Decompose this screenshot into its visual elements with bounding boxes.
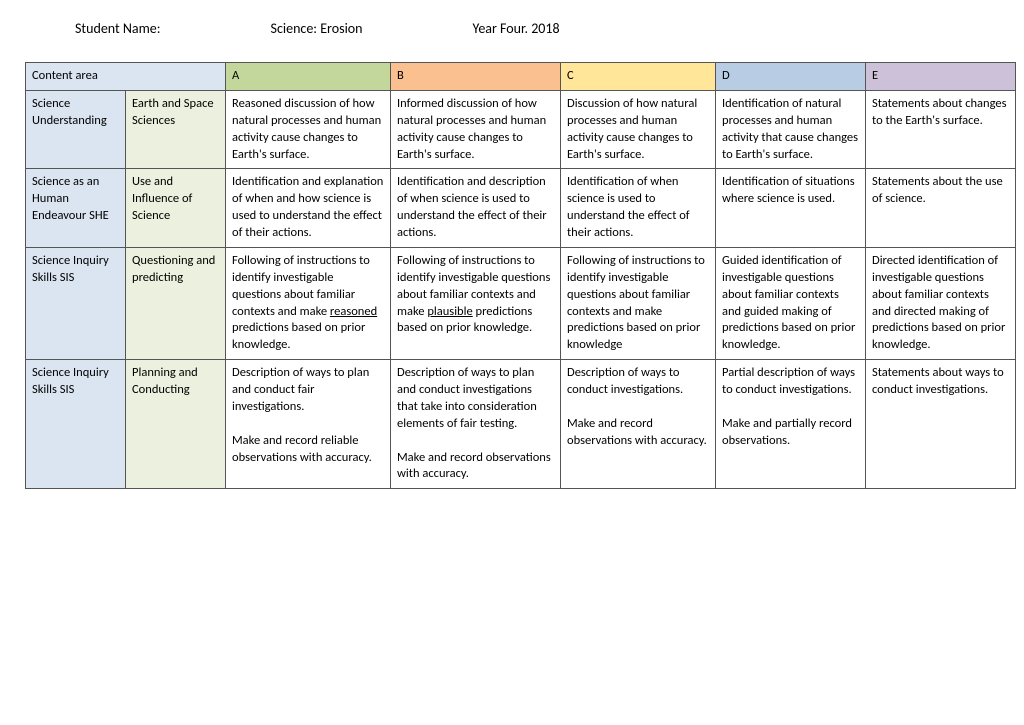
grade-a-cell: Description of ways to plan and conduct … xyxy=(226,360,391,489)
grade-d-cell: Identification of natural processes and … xyxy=(716,90,866,169)
grade-b-cell: Identification and description of when s… xyxy=(391,169,561,248)
substrand-cell: Planning and Conducting xyxy=(126,360,226,489)
rubric-table: Content area A B C D E Science Understan… xyxy=(25,62,1016,489)
subject-label: Science: Erosion xyxy=(271,20,363,37)
grade-b-cell: Informed discussion of how natural proce… xyxy=(391,90,561,169)
grade-a-cell: Reasoned discussion of how natural proce… xyxy=(226,90,391,169)
grade-e-cell: Statements about the use of science. xyxy=(866,169,1016,248)
grade-d-cell: Identification of situations where scien… xyxy=(716,169,866,248)
col-b: B xyxy=(391,63,561,91)
grade-c-cell: Following of instructions to identify in… xyxy=(561,247,716,359)
grade-c-cell: Discussion of how natural processes and … xyxy=(561,90,716,169)
header-row: Content area A B C D E xyxy=(26,63,1016,91)
substrand-cell: Questioning and predicting xyxy=(126,247,226,359)
student-name-label: Student Name: xyxy=(75,20,161,37)
grade-d-cell: Guided identification of investigable qu… xyxy=(716,247,866,359)
grade-d-cell: Partial description of ways to conduct i… xyxy=(716,360,866,489)
strand-cell: Science Inquiry Skills SIS xyxy=(26,360,126,489)
grade-e-cell: Directed identification of investigable … xyxy=(866,247,1016,359)
substrand-cell: Earth and Space Sciences xyxy=(126,90,226,169)
table-row: Science as an Human Endeavour SHE Use an… xyxy=(26,169,1016,248)
substrand-cell: Use and Influence of Science xyxy=(126,169,226,248)
page-header: Student Name: Science: Erosion Year Four… xyxy=(25,20,999,37)
table-row: Science Inquiry Skills SIS Planning and … xyxy=(26,360,1016,489)
col-d: D xyxy=(716,63,866,91)
grade-e-cell: Statements about ways to conduct investi… xyxy=(866,360,1016,489)
grade-a-cell: Following of instructions to identify in… xyxy=(226,247,391,359)
grade-b-cell: Following of instructions to identify in… xyxy=(391,247,561,359)
table-row: Science Understanding Earth and Space Sc… xyxy=(26,90,1016,169)
strand-cell: Science as an Human Endeavour SHE xyxy=(26,169,126,248)
col-e: E xyxy=(866,63,1016,91)
year-label: Year Four. 2018 xyxy=(473,20,560,37)
table-row: Science Inquiry Skills SIS Questioning a… xyxy=(26,247,1016,359)
col-c: C xyxy=(561,63,716,91)
grade-c-cell: Identification of when science is used t… xyxy=(561,169,716,248)
grade-a-cell: Identification and explanation of when a… xyxy=(226,169,391,248)
strand-cell: Science Understanding xyxy=(26,90,126,169)
strand-cell: Science Inquiry Skills SIS xyxy=(26,247,126,359)
grade-b-cell: Description of ways to plan and conduct … xyxy=(391,360,561,489)
col-a: A xyxy=(226,63,391,91)
grade-c-cell: Description of ways to conduct investiga… xyxy=(561,360,716,489)
col-content-area: Content area xyxy=(26,63,226,91)
grade-e-cell: Statements about changes to the Earth's … xyxy=(866,90,1016,169)
